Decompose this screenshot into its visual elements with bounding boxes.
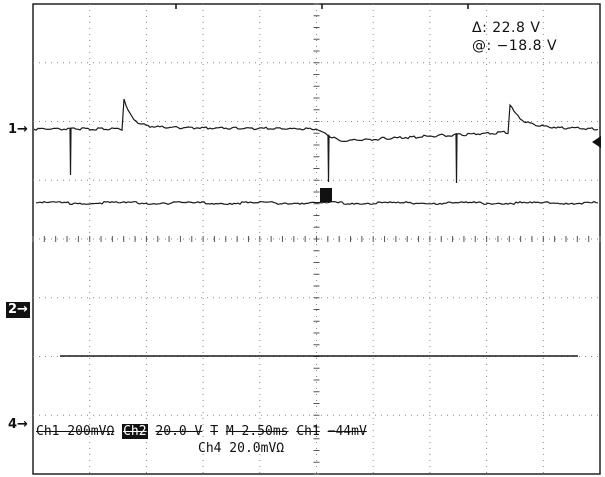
- ch4-marker-label: 4: [8, 417, 18, 432]
- right-arrow-icon: →: [17, 302, 28, 317]
- cursor-at-readout: @: −18.8 V: [472, 38, 558, 54]
- ch1-scale-readout: Ch1 200mVΩ: [36, 424, 115, 439]
- ch2-label: Ch2: [122, 424, 148, 439]
- ch1-trace: [33, 98, 599, 184]
- ch2-trace: [35, 200, 599, 206]
- ch2-scale-readout: 20.0 V: [155, 424, 203, 439]
- ch2-ground-marker[interactable]: 2→: [6, 302, 30, 318]
- trigger-marker-label: T: [210, 424, 219, 439]
- ch4-ground-marker[interactable]: 4→: [8, 417, 28, 433]
- ch4-scale-readout: Ch4 20.0mVΩ: [198, 441, 285, 456]
- status-line-1: Ch1 200mVΩ Ch2 20.0 V T M 2.50ms Ch1 −44…: [36, 424, 367, 439]
- trigger-level-icon[interactable]: [592, 136, 601, 148]
- ch1-ground-marker[interactable]: 1→: [8, 122, 28, 138]
- graticule-ticks: [32, 3, 601, 475]
- ch2-marker-label: 2: [8, 302, 18, 317]
- graticule-grid: [33, 4, 600, 474]
- right-arrow-icon: →: [17, 122, 28, 137]
- timebase-readout: M 2.50ms: [225, 424, 289, 439]
- ch1-marker-label: 1: [8, 122, 18, 137]
- cursor-delta-readout: Δ: 22.8 V: [472, 20, 541, 36]
- trigger-level-readout: −44mV: [327, 424, 367, 439]
- right-arrow-icon: →: [17, 417, 28, 432]
- trigger-source-readout: Ch1: [296, 424, 320, 439]
- trigger-position-marker[interactable]: [320, 188, 332, 202]
